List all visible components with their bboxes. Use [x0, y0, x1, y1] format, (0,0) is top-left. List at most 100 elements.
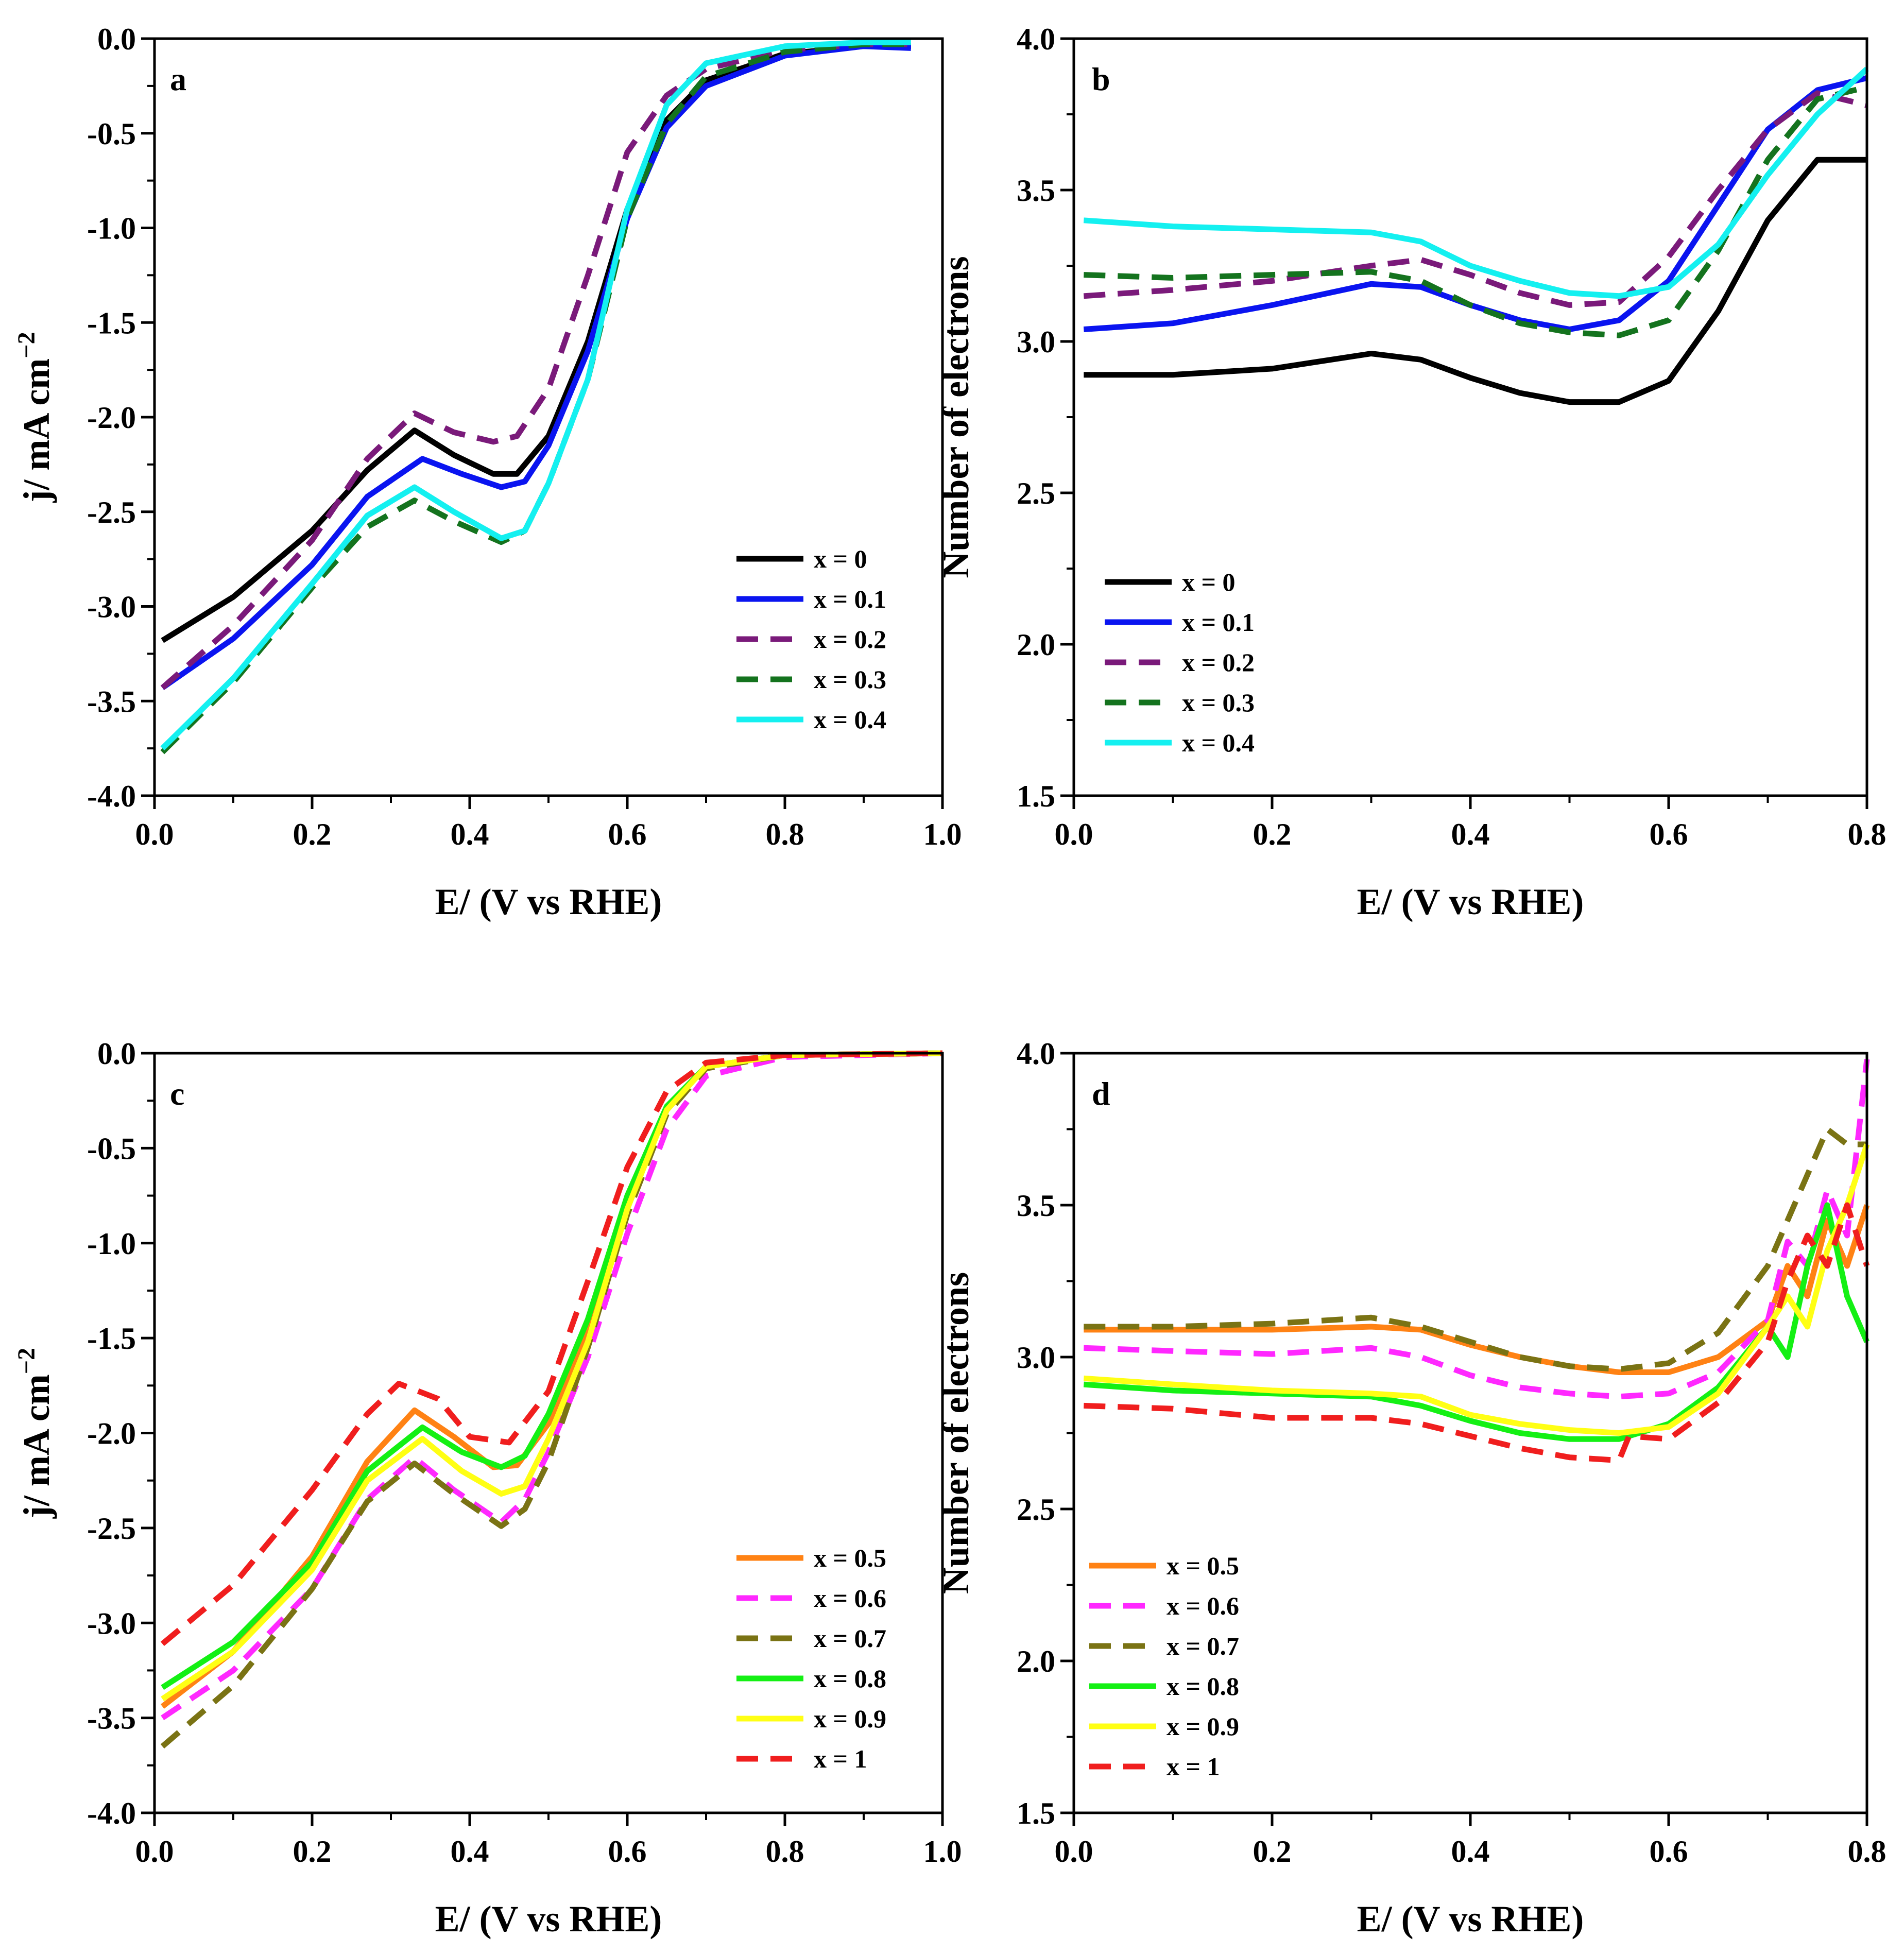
y-tick-label: -4.0: [87, 1796, 136, 1830]
legend-label: x = 0.8: [814, 1664, 886, 1693]
y-tick-label: 2.0: [1017, 628, 1055, 662]
chart-panel-d: 0.0 0.2 0.4 0.6 0.8 1.5 2.0 2.5 3.0 3.5 4.0 E/ (V v…: [935, 1037, 1886, 1940]
y-tick-label: 3.5: [1017, 1189, 1055, 1223]
legend-label: x = 0.6: [1167, 1591, 1239, 1620]
x-axis-title: E/ (V vs RHE): [1357, 1898, 1584, 1940]
y-tick-label: -1.5: [87, 306, 136, 340]
x-tick-label: 0.6: [608, 817, 647, 851]
x-tick-label: 0.6: [608, 1834, 647, 1868]
chart-panel-c: 0.0 0.2 0.4 0.6 0.8 1.0 0.0 -0.5 -1.0 -1.5 -2.0 -2.…: [13, 1037, 962, 1940]
series-line-x-0-5: [1084, 1204, 1870, 1375]
panel-label: d: [1092, 1075, 1110, 1112]
chart-panel-a: 0.0 0.2 0.4 0.6 0.8 1.0 0.0 -0.5 -1.0 -1.5 -2.0 -2.…: [13, 22, 962, 922]
chart-panel-b: 0.0 0.2 0.4 0.6 0.8 1.5 2.0 2.5 3.0 3.5 4.0 E/ (V v…: [935, 22, 1886, 922]
y-axis-title-main: Number of electrons: [935, 256, 976, 578]
x-tick-label: 0.4: [451, 1834, 489, 1868]
y-axis-title: Number of electrons: [935, 256, 976, 578]
x-tick-label: 0.8: [1848, 1834, 1886, 1868]
x-tick-label: 0.8: [766, 817, 804, 851]
x-tick-label: 1.0: [923, 817, 962, 851]
y-axis-title: Number of electrons: [935, 1272, 976, 1594]
y-tick-label: 4.0: [1017, 22, 1055, 56]
y-tick-label: -2.5: [87, 495, 136, 529]
x-axis-title: E/ (V vs RHE): [435, 1898, 662, 1940]
legend-label: x = 0.2: [1182, 648, 1255, 677]
x-tick-label: 0.4: [451, 817, 489, 851]
series-line-x-0-7: [1084, 1126, 1867, 1373]
legend-label: x = 0.8: [1167, 1672, 1239, 1701]
y-axis-title-main: j/ mA cm: [16, 358, 57, 503]
legend-label: x = 0.5: [814, 1544, 886, 1572]
series-line-x-0-1: [161, 43, 912, 691]
series-line-x-0-4: [1083, 66, 1869, 299]
legend-label: x = 0.9: [814, 1704, 886, 1733]
y-tick-label: 4.0: [1017, 1037, 1055, 1071]
series-line-x-0: [1084, 157, 1867, 405]
legend-label: x = 0.5: [1167, 1551, 1239, 1580]
panel-label: b: [1092, 61, 1110, 97]
legend-label: x = 0.4: [1182, 728, 1255, 757]
legend-label: x = 0.3: [1182, 688, 1255, 717]
series-line-x-0-2: [160, 41, 911, 690]
panels: 0.0 0.2 0.4 0.6 0.8 1.0 0.0 -0.5 -1.0 -1.5 -2.0 -2.…: [13, 22, 1886, 1940]
panel-label: a: [170, 61, 186, 97]
legend-label: x = 0.7: [1167, 1632, 1239, 1660]
y-axis-title-superscript: −2: [13, 332, 40, 358]
y-tick-label: -2.0: [87, 401, 136, 435]
y-tick-label: -3.5: [87, 684, 136, 718]
x-tick-label: 0.0: [135, 1834, 174, 1868]
x-tick-label: 0.2: [1253, 817, 1292, 851]
series-line-x-0-8: [1083, 1202, 1870, 1442]
y-axis-title-main: j/ mA cm: [16, 1374, 57, 1519]
y-tick-label: -1.0: [87, 212, 136, 246]
series-line-x-0-7: [160, 1050, 943, 1749]
y-axis-title-superscript: −2: [13, 1348, 40, 1374]
series-line-x-0-9: [1083, 1143, 1870, 1436]
y-tick-label: 3.0: [1017, 325, 1055, 359]
y-tick-label: -2.0: [87, 1417, 136, 1451]
y-tick-label: -1.0: [87, 1227, 136, 1261]
x-tick-label: 0.0: [1055, 1834, 1093, 1868]
series-line-x-0-2: [1083, 90, 1868, 308]
y-tick-label: 2.5: [1017, 1493, 1055, 1527]
y-tick-label: -3.0: [87, 1606, 136, 1640]
y-tick-label: 0.0: [97, 1037, 136, 1071]
y-tick-label: 1.5: [1017, 779, 1055, 813]
legend-label: x = 0: [1182, 568, 1236, 596]
x-tick-label: 1.0: [923, 1834, 962, 1868]
y-tick-label: -0.5: [87, 117, 136, 151]
legend: x = 0.5 x = 0.6 x = 0.7 x = 0.8 x = 0.9 x = 1: [736, 1544, 886, 1773]
legend-label: x = 0.9: [1167, 1712, 1239, 1741]
y-axis-title: j/ mA cm−2: [13, 332, 57, 503]
legend-label: x = 0.1: [1182, 608, 1255, 637]
x-tick-label: 0.8: [1848, 817, 1886, 851]
legend: x = 0 x = 0.1 x = 0.2 x = 0.3 x = 0.4: [736, 544, 886, 734]
legend-label: x = 1: [1167, 1752, 1220, 1781]
x-tick-label: 0.2: [293, 1834, 332, 1868]
legend-label: x = 0.6: [814, 1584, 886, 1613]
y-tick-label: 2.0: [1017, 1644, 1055, 1678]
y-tick-label: 1.5: [1017, 1796, 1055, 1830]
legend-label: x = 0: [814, 544, 867, 573]
x-tick-label: 0.4: [1451, 817, 1490, 851]
y-tick-label: -0.5: [87, 1131, 136, 1165]
legend: x = 0 x = 0.1 x = 0.2 x = 0.3 x = 0.4: [1105, 568, 1255, 757]
x-tick-label: 0.6: [1650, 817, 1688, 851]
x-tick-label: 0.4: [1451, 1834, 1490, 1868]
y-tick-label: -2.5: [87, 1512, 136, 1546]
y-tick-label: -4.0: [87, 779, 136, 813]
series-line-x-0-3: [1084, 84, 1868, 338]
series-line-x-1: [1084, 1202, 1870, 1464]
y-axis-title: j/ mA cm−2: [13, 1348, 57, 1519]
series-line-x-1: [160, 1050, 943, 1647]
y-tick-label: 3.5: [1017, 174, 1055, 208]
x-tick-label: 0.6: [1650, 1834, 1688, 1868]
y-tick-label: 0.0: [97, 22, 136, 56]
x-tick-label: 0.2: [293, 817, 332, 851]
y-tick-label: -3.5: [87, 1702, 136, 1736]
legend-label: x = 0.1: [814, 585, 886, 613]
y-tick-label: -1.5: [87, 1322, 136, 1356]
y-tick-label: 3.0: [1017, 1341, 1055, 1375]
x-tick-label: 0.8: [766, 1834, 804, 1868]
